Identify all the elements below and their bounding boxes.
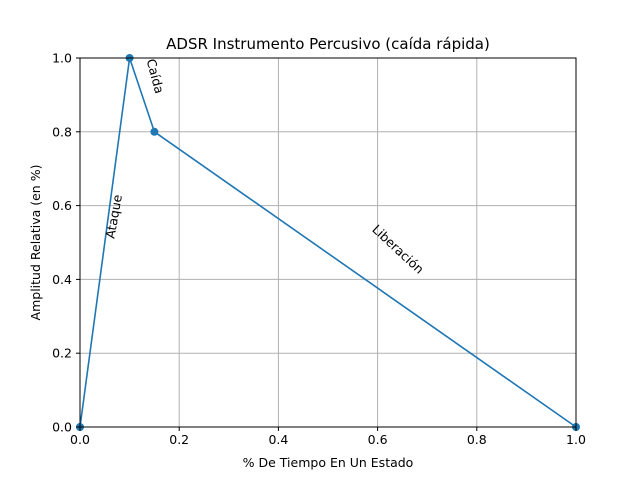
- x-axis-label: % De Tiempo En Un Estado: [243, 455, 414, 470]
- y-axis-ticks: 0.0 0.2 0.4 0.6 0.8 1.0: [52, 51, 80, 435]
- plot-area: [80, 58, 576, 427]
- x-tick-label: 1.0: [566, 432, 586, 447]
- y-tick-label: 1.0: [52, 51, 72, 66]
- y-tick-label: 0.0: [52, 420, 72, 435]
- x-axis-ticks: 0.0 0.2 0.4 0.6 0.8 1.0: [70, 427, 586, 447]
- y-tick-label: 0.6: [52, 198, 72, 213]
- y-tick-label: 0.8: [52, 124, 72, 139]
- x-tick-label: 0.6: [368, 432, 388, 447]
- x-tick-label: 0.8: [467, 432, 487, 447]
- series-line: [79, 57, 577, 428]
- plot-frame: [79, 57, 577, 428]
- y-tick-label: 0.2: [52, 346, 72, 361]
- x-tick-label: 0.4: [268, 432, 288, 447]
- data-series: [76, 54, 580, 431]
- x-tick-label: 0.0: [70, 432, 90, 447]
- chart-title: ADSR Instrumento Percusivo (caída rápida…: [166, 35, 490, 53]
- x-tick-label: 0.2: [169, 432, 189, 447]
- y-tick-label: 0.4: [52, 272, 72, 287]
- y-axis-label: Amplitud Relativa (en %): [28, 165, 43, 321]
- grid-lines: [79, 57, 577, 428]
- data-point-marker: [150, 127, 159, 136]
